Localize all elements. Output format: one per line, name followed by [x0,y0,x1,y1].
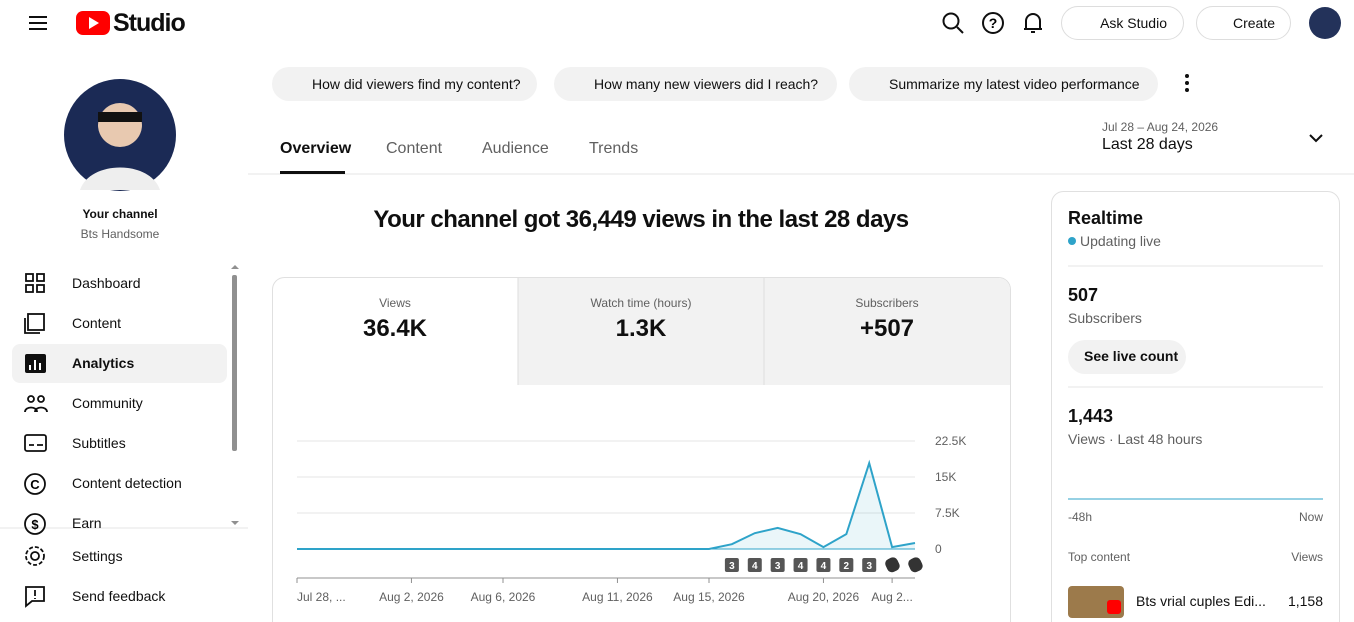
marker-badge [839,558,854,572]
x-tick-label: Aug 2... [871,590,912,604]
views-chart: 0 7.5K 15K 22.5K Jul 28, ... Aug 2, 2026 Aug 6… [296,434,966,604]
subs-count: 507 [1068,285,1099,305]
area [297,463,915,549]
nav-item[interactable]: Analytics [72,355,135,371]
metric-value: +507 [859,315,915,342]
nav-item[interactable]: Content [72,315,122,331]
tab[interactable]: Audience [482,140,549,157]
channel-label: Your channel [82,207,158,221]
help-icon[interactable] [982,12,1004,34]
chip-label: How did viewers find my content? [312,76,521,92]
chip[interactable]: Summarize my latest video performance [849,67,1158,101]
svg-text:$: $ [31,517,39,532]
axis-end: Now [1298,510,1323,524]
ask-label: Ask Studio [1100,15,1167,31]
chip-label: How many new viewers did I reach? [594,76,819,92]
metric-label: Views [379,296,411,310]
marker-label: 2 [844,561,850,572]
y-tick-label: 0 [935,542,942,556]
ask-studio[interactable]: Ask Studio [1061,6,1184,40]
menu-icon[interactable] [29,16,47,30]
nav-item[interactable]: Earn [72,515,102,531]
live-count-button[interactable] [1068,340,1186,374]
realtime-card [1051,191,1340,622]
dropdown-icon[interactable] [1309,134,1323,143]
marker-badge [724,558,739,572]
metric-label: Watch time (hours) [590,296,692,310]
headline: Your channel got 36,449 views in the las… [373,206,909,233]
search-icon[interactable] [942,12,960,30]
scrollbar [232,275,237,451]
views-label: Views · Last 48 hours [1068,431,1203,447]
x-tick-label: Aug 11, 2026 [582,590,653,604]
avatar[interactable] [1309,7,1341,39]
marker-label: 3 [866,561,872,572]
axis-start: -48h [1068,510,1093,524]
tab[interactable]: Trends [589,140,639,157]
x-tick-label: Aug 20, 2026 [788,590,860,604]
realtime-status: Updating live [1080,233,1161,249]
views-count: 1,443 [1068,406,1114,426]
bell-icon[interactable] [1024,13,1042,33]
marker-label: 4 [798,561,804,572]
nav-item[interactable]: Send feedback [72,588,166,604]
chip[interactable]: How many new viewers did I reach? [554,67,837,101]
x-tick-label: Aug 15, 2026 [673,590,745,604]
nav-item[interactable]: Community [72,395,143,411]
live-count-label[interactable]: See live count [1084,348,1179,364]
nav-item[interactable]: Subtitles [72,435,126,451]
y-tick-label: 15K [935,470,956,484]
marker-badge [747,558,762,572]
nav-item[interactable]: Settings [72,548,123,564]
svg-text:C: C [30,477,40,492]
tab[interactable]: Overview [280,140,352,157]
create-label: Create [1232,15,1275,31]
live-dot [1068,237,1076,245]
nav-item[interactable]: Dashboard [72,275,141,291]
shorts-icons [885,557,923,573]
marker-badge [793,558,808,572]
tab-underline [280,171,345,174]
nav-icons [24,273,48,608]
date-range[interactable]: Jul 28 – Aug 24, 2026 [1102,120,1219,134]
help-glyph: ? [989,15,998,31]
date-label[interactable]: Last 28 days [1102,136,1193,153]
x-tick-label: Aug 6, 2026 [471,590,536,604]
marker-badge [770,558,785,572]
chip-label: Summarize my latest video performance [889,76,1140,92]
y-tick-label: 22.5K [935,434,966,448]
subs-label: Subscribers [1068,310,1142,326]
marker-badge [862,558,877,572]
marker-label: 4 [821,561,827,572]
x-tick-label: Aug 2, 2026 [379,590,444,604]
top-title[interactable]: Bts vrial cuples Edi... [1136,593,1266,609]
marker-label: 3 [775,561,781,572]
metric-value: 36.4K [362,315,428,342]
logo-text[interactable]: Studio [113,9,186,37]
chip[interactable]: How did viewers find my content? [272,67,537,101]
marker-label: 4 [752,561,758,572]
top-views-label: Views [1291,550,1323,564]
marker-badge [816,558,831,572]
nav-active-bg [12,344,227,383]
tab[interactable]: Content [386,140,443,157]
marker-label: 3 [729,561,735,572]
y-tick-label: 7.5K [935,506,960,520]
x-tick-label: Jul 28, ... [297,590,346,604]
metric-label: Subscribers [855,296,919,310]
nav-item[interactable]: Content detection [72,475,182,491]
top-label: Top content [1068,550,1131,564]
line [297,459,916,550]
metric-value: 1.3K [615,315,667,342]
top-views: 1,158 [1287,593,1323,609]
channel-name: Bts Handsome [80,227,160,241]
create[interactable]: Create [1196,6,1291,40]
realtime-title: Realtime [1068,208,1144,228]
